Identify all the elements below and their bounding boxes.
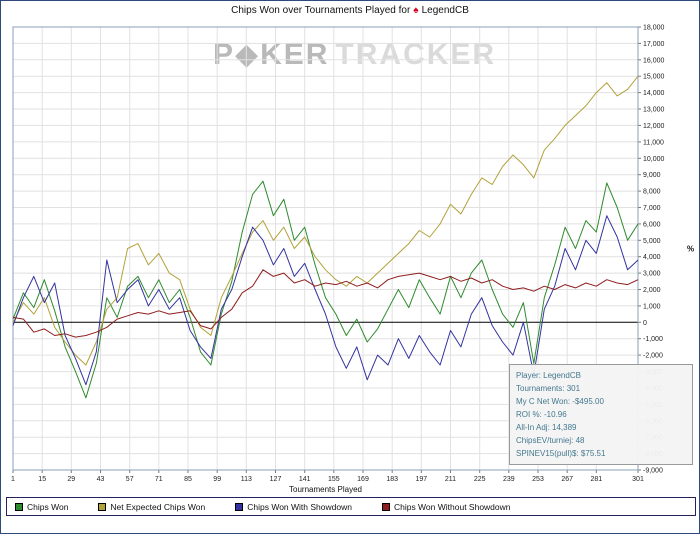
y-axis-tick-label: 18,000 [643,25,665,32]
y-axis-tick-label: 4,000 [643,254,661,261]
info-line-3: ROI %: -10.96 [516,410,567,419]
series-line-1 [12,75,639,366]
x-axis-tick-label: 211 [445,476,456,483]
x-axis-tick-label: 253 [532,476,544,483]
y-axis-tick-label: 12,000 [643,123,665,130]
x-axis-tick-label: 99 [213,476,221,483]
y-axis-tick-label: 16,000 [643,57,665,64]
y-axis-tick-label: 10,000 [643,156,665,163]
legend-item-1[interactable]: Net Expected Chips Won [98,502,205,512]
y-axis-tick-label: 17,000 [643,41,665,48]
y-axis-tick-label: 5,000 [643,238,661,245]
x-axis-tick-label: 71 [155,476,163,483]
info-line-4: All-In Adj: 14,389 [516,423,577,432]
x-axis-tick-label: 197 [415,476,427,483]
chart-title-text: Chips Won over Tournaments Played for [231,5,411,16]
x-axis-tick-label: 267 [561,476,573,483]
y-axis-tick-label: 8,000 [643,189,661,196]
info-line-0: Player: LegendCB [516,371,581,380]
x-axis-tick-label: 29 [67,476,75,483]
y-axis-tick-label: 7,000 [643,205,661,212]
y-axis-tick-label: 9,000 [643,172,661,179]
y-axis-tick-label: -9,000 [643,468,663,475]
x-axis-tick-label: 183 [386,476,398,483]
x-axis-tick-label: 169 [357,476,369,483]
y-axis-tick-label: 15,000 [643,74,665,81]
chart-legend: Chips Won Net Expected Chips Won Chips Won… [6,497,696,516]
y-axis-tick-label: 1,000 [643,303,661,310]
x-axis-tick-label: 155 [328,476,340,483]
series-line-0 [12,180,639,399]
y-axis-tick-label: 0 [643,320,647,327]
x-axis-tick-label: 85 [184,476,192,483]
y-axis-tick-label: -2,000 [643,353,663,360]
legend-swatch-icon [381,502,390,511]
page-title: Chips Won over Tournaments Played for ♠ Le… [1,5,699,16]
x-axis-tick-label: 141 [299,476,311,483]
info-line-6: SPINEV15(pull)$: $75.51 [516,449,606,458]
stats-info-box: Player: LegendCB Tournaments: 301 My C Net… [509,364,693,465]
x-axis-tick-label: 239 [503,476,515,483]
x-axis-tick-label: 15 [38,476,46,483]
pokerstars-spade-icon: ♠ [413,5,419,16]
series-line-3 [12,269,639,338]
y-axis-tick-label: 13,000 [643,107,665,114]
y-axis-tick-label: 3,000 [643,271,661,278]
x-axis-tick-label: 127 [270,476,282,483]
y-axis-tick-label: -1,000 [643,336,663,343]
info-line-5: ChipsEV/turniej: 48 [516,436,585,445]
legend-item-2[interactable]: Chips Won With Showdown [235,502,352,512]
legend-label: Chips Won Without Showdown [393,501,511,512]
chart-title-player: LegendCB [421,5,469,16]
y-axis-tick-label: 2,000 [643,287,661,294]
legend-label: Net Expected Chips Won [110,501,206,512]
x-axis-tick-label: 1 [11,476,15,483]
legend-swatch-icon [98,502,107,511]
y-axis-tick-label: 6,000 [643,221,661,228]
x-axis-tick-label: 225 [474,476,486,483]
legend-item-0[interactable]: Chips Won [15,502,68,512]
legend-label: Chips Won With Showdown [247,501,352,512]
legend-item-3[interactable]: Chips Won Without Showdown [381,501,511,512]
right-axis-unit-label: % [687,245,694,254]
x-axis-title: Tournaments Played [289,485,362,494]
info-line-1: Tournaments: 301 [516,384,581,393]
x-axis-tick-label: 57 [126,476,134,483]
x-axis-tick-label: 43 [97,476,105,483]
legend-label: Chips Won [27,501,69,512]
legend-swatch-icon [235,502,244,511]
legend-swatch-icon [15,502,23,511]
x-axis-tick-label: 281 [590,476,602,483]
y-axis-tick-label: 14,000 [643,90,665,97]
x-axis-tick-label: 301 [632,476,644,483]
info-line-2: My C Net Won: -$495.00 [516,397,604,406]
y-axis-tick-label: 11,000 [643,139,664,146]
plot-border [12,26,639,471]
x-axis-tick-label: 113 [241,476,252,483]
